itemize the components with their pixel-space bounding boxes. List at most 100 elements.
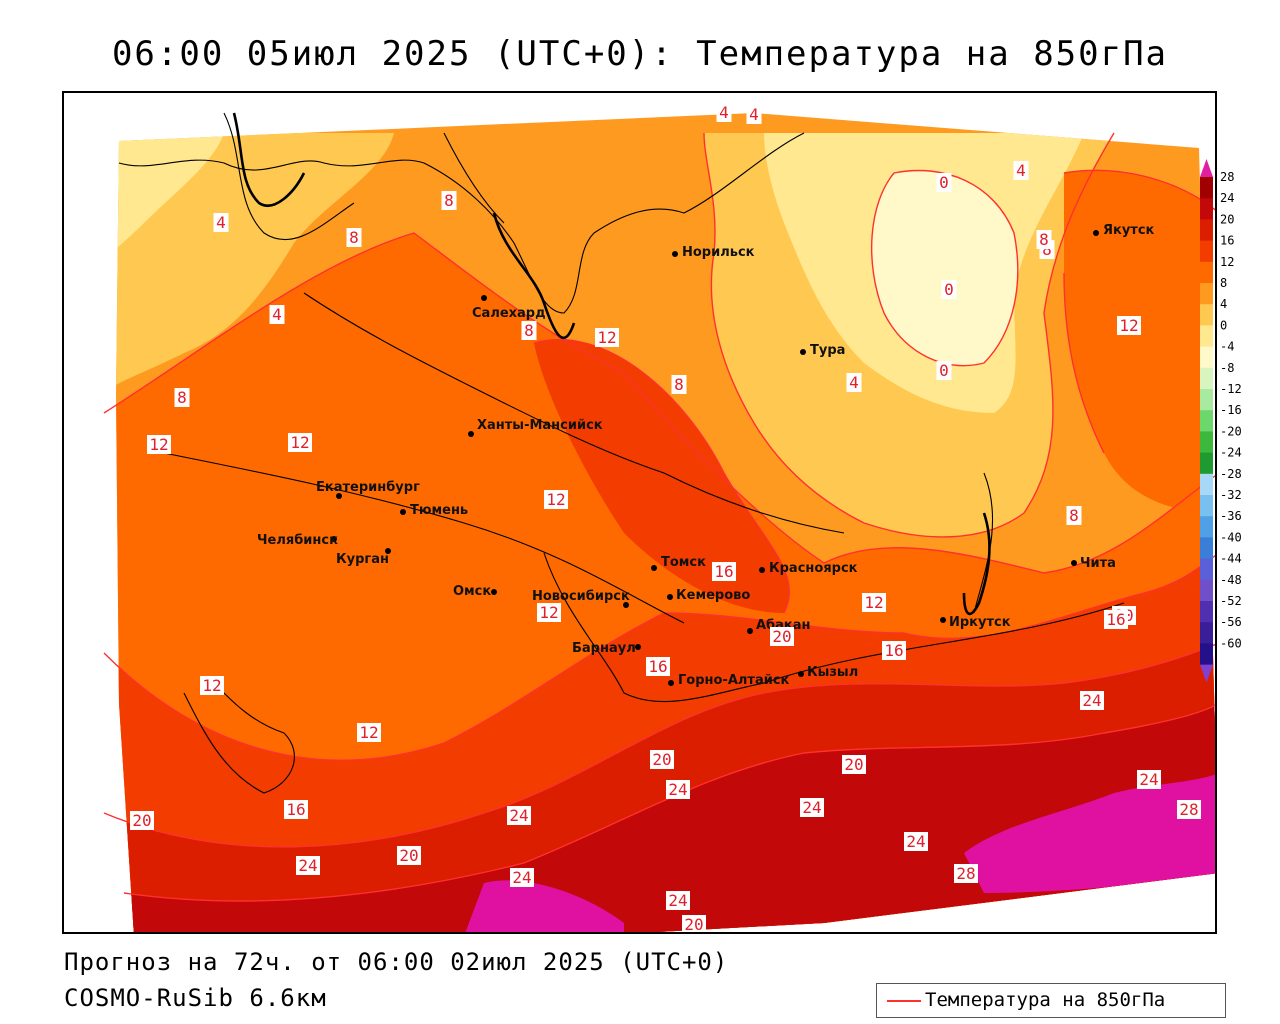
svg-text:4: 4 — [749, 105, 759, 124]
colorbar-cell — [1200, 304, 1213, 326]
svg-text:20: 20 — [844, 755, 863, 774]
colorbar-tick-label: -12 — [1220, 382, 1242, 396]
legend-line-swatch — [887, 1000, 921, 1002]
colorbar-tick-label: -28 — [1220, 467, 1242, 481]
city-layer: Норильск Салехард Якутск Тура Ханты-Манс… — [257, 223, 1155, 688]
contour-label: 24 — [296, 856, 320, 875]
colorbar-tick-label: -16 — [1220, 403, 1242, 417]
contour-label: 16 — [882, 641, 906, 660]
colorbar: 28 24 20 16 12 8 4 0 -4 -8 -12 -16 -20 -24 -28 -32 -36 -4… — [1200, 159, 1242, 683]
svg-text:8: 8 — [1069, 506, 1079, 525]
contour-label: 4 — [1013, 161, 1029, 180]
svg-text:16: 16 — [286, 800, 305, 819]
city-tyumen: Тюмень — [400, 503, 468, 518]
city-chita: Чита — [1071, 556, 1116, 571]
contour-label: 20 — [397, 846, 421, 865]
svg-text:24: 24 — [512, 868, 531, 887]
svg-text:Челябинск: Челябинск — [257, 533, 338, 548]
colorbar-tick-label: 0 — [1220, 318, 1227, 332]
svg-text:20: 20 — [684, 915, 703, 934]
svg-text:20: 20 — [772, 627, 791, 646]
svg-text:Новосибирск: Новосибирск — [532, 589, 630, 604]
forecast-info: Прогноз на 72ч. от 06:00 02июл 2025 (UTC… — [64, 948, 729, 976]
svg-text:8: 8 — [349, 228, 359, 247]
contour-label: 28 — [954, 864, 978, 883]
contour-label: 4 — [269, 305, 285, 324]
colorbar-tick-label: -20 — [1220, 424, 1242, 438]
contour-label: 4 — [746, 105, 762, 124]
city-tomsk: Томск — [651, 555, 706, 571]
contour-label: 12 — [537, 603, 561, 622]
svg-text:16: 16 — [714, 562, 733, 581]
colorbar-cell — [1200, 622, 1213, 644]
svg-text:0: 0 — [944, 280, 954, 299]
colorbar-tick-label: -4 — [1220, 340, 1234, 354]
svg-text:12: 12 — [597, 328, 616, 347]
svg-text:8: 8 — [1042, 240, 1052, 259]
svg-text:Тюмень: Тюмень — [410, 503, 468, 518]
contour-label: 8 — [1036, 230, 1052, 249]
svg-text:24: 24 — [298, 856, 317, 875]
svg-text:12: 12 — [290, 433, 309, 452]
svg-text:Иркутск: Иркутск — [949, 615, 1011, 630]
colorbar-cell — [1200, 177, 1213, 199]
colorbar-tick-label: 12 — [1220, 255, 1234, 269]
contour-label: 12 — [147, 435, 171, 454]
contour-label: 20 — [130, 811, 154, 830]
svg-text:24: 24 — [1139, 770, 1158, 789]
contour-label: 8 — [671, 375, 687, 394]
contour-label: 12 — [862, 593, 886, 612]
svg-text:8: 8 — [1039, 230, 1049, 249]
svg-text:0: 0 — [939, 173, 949, 192]
contour-label: 8 — [521, 321, 537, 340]
colorbar-tick-label: 28 — [1220, 170, 1234, 184]
contour-label: 20 — [770, 627, 794, 646]
svg-text:16: 16 — [1106, 610, 1125, 629]
svg-text:16: 16 — [648, 657, 667, 676]
colorbar-cell — [1200, 240, 1213, 263]
city-yakutsk: Якутск — [1093, 223, 1155, 238]
svg-text:Кемерово: Кемерово — [676, 588, 750, 603]
contour-label: 12 — [595, 328, 619, 347]
svg-text:8: 8 — [444, 191, 454, 210]
svg-text:8: 8 — [674, 375, 684, 394]
svg-text:28: 28 — [956, 864, 975, 883]
svg-text:Якутск: Якутск — [1103, 223, 1155, 238]
svg-text:Томск: Томск — [661, 555, 706, 570]
city-novosibirsk: Новосибирск — [532, 589, 630, 608]
svg-text:12: 12 — [1119, 316, 1138, 335]
colorbar-cell — [1200, 643, 1213, 666]
colorbar-cell — [1200, 452, 1213, 475]
colorbar-tick-label: -36 — [1220, 509, 1242, 523]
city-tura: Тура — [800, 343, 845, 358]
major-coastline — [232, 112, 991, 616]
contour-label: 8 — [174, 388, 190, 407]
contour-label: 4 — [716, 103, 732, 122]
svg-text:12: 12 — [202, 676, 221, 695]
colorbar-cell — [1200, 495, 1213, 517]
svg-text:4: 4 — [272, 305, 282, 324]
contour-label: 0 — [936, 361, 952, 380]
contour-label: 24 — [507, 806, 531, 825]
contour-label: 0 — [941, 280, 957, 299]
svg-text:4: 4 — [1016, 161, 1026, 180]
svg-text:8: 8 — [177, 388, 187, 407]
city-abakan: Абакан — [747, 618, 811, 634]
colorbar-cell — [1200, 516, 1213, 538]
svg-text:Чита: Чита — [1080, 556, 1116, 571]
city-yekaterinburg: Екатеринбург — [316, 480, 420, 499]
temperature-map: Норильск Салехард Якутск Тура Ханты-Манс… — [62, 91, 1217, 934]
svg-text:12: 12 — [149, 435, 168, 454]
colorbar-tick-label: -52 — [1220, 594, 1242, 608]
colorbar-tick-label: -48 — [1220, 573, 1242, 587]
colorbar-tick-label: 24 — [1220, 191, 1234, 205]
svg-text:8: 8 — [524, 321, 534, 340]
contour-label: 24 — [800, 798, 824, 817]
svg-text:20: 20 — [652, 750, 671, 769]
map-legend: Температура на 850гПа — [876, 983, 1226, 1018]
svg-text:Ханты-Мансийск: Ханты-Мансийск — [477, 418, 603, 433]
map-title: 06:00 05июл 2025 (UTC+0): Температура на… — [111, 34, 1169, 74]
colorbar-tick-label: 16 — [1220, 234, 1234, 248]
colorbar-cell — [1200, 283, 1213, 305]
svg-text:12: 12 — [864, 593, 883, 612]
